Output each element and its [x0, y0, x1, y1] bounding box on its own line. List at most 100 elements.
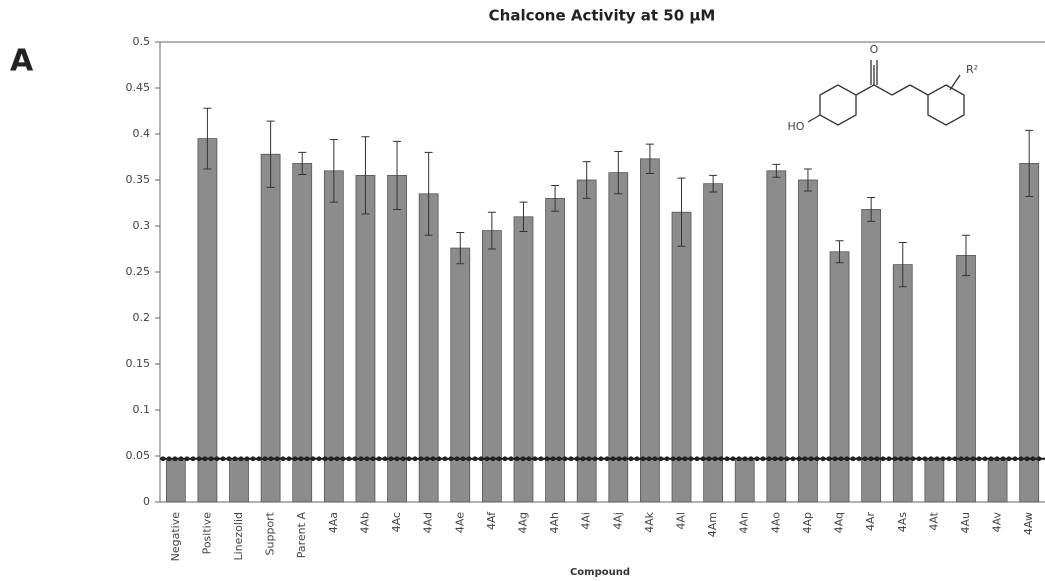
bar: [165, 460, 186, 503]
threshold-dot: [868, 456, 874, 462]
threshold-dot: [196, 456, 202, 462]
threshold-dot: [940, 456, 946, 462]
threshold-dot: [928, 456, 934, 462]
y-tick-label: 0: [143, 495, 150, 508]
error-bar: [961, 234, 970, 277]
threshold-dot: [274, 456, 280, 462]
threshold-dot: [1000, 456, 1006, 462]
error-bar: [393, 140, 402, 210]
threshold-dot: [778, 456, 784, 462]
threshold-dot: [268, 456, 274, 462]
error-bar: [677, 177, 686, 247]
x-tick-label: 4Ah: [548, 512, 561, 534]
threshold-dot: [718, 456, 724, 462]
threshold-dot: [790, 456, 796, 462]
threshold-dot: [358, 456, 364, 462]
panel-label: A: [10, 44, 34, 79]
error-bar: [519, 201, 528, 233]
structure: [807, 60, 965, 126]
threshold-dot: [352, 456, 358, 462]
threshold-dot: [304, 456, 310, 462]
threshold-dot: [346, 456, 352, 462]
y-tick-label: 0.3: [133, 219, 151, 232]
bar: [418, 193, 439, 503]
threshold-dot: [724, 456, 730, 462]
threshold-dot: [838, 456, 844, 462]
threshold-dot: [934, 456, 940, 462]
y-tick-label: 0.45: [126, 81, 151, 94]
threshold-dot: [592, 456, 598, 462]
threshold-dot: [502, 456, 508, 462]
threshold-dot: [508, 456, 514, 462]
x-tick-label: 4Am: [706, 512, 719, 537]
bar: [545, 197, 565, 503]
threshold-dot: [520, 456, 526, 462]
error-bar: [614, 150, 623, 195]
x-tick-label: 4At: [927, 511, 940, 530]
threshold-dot: [694, 456, 700, 462]
x-tick-label: 4Av: [991, 512, 1004, 533]
threshold-dot: [586, 456, 592, 462]
bar: [734, 460, 755, 503]
threshold-dot: [958, 456, 964, 462]
x-tick-label: 4Ag: [516, 512, 529, 534]
threshold-dot: [616, 456, 622, 462]
threshold-dot: [460, 456, 466, 462]
threshold-dot: [748, 456, 754, 462]
threshold-dot: [874, 456, 880, 462]
threshold-dot: [244, 456, 250, 462]
threshold-dot: [760, 456, 766, 462]
bar: [1019, 163, 1040, 503]
threshold-dot: [166, 456, 172, 462]
bar: [481, 230, 502, 503]
threshold-dot: [430, 456, 436, 462]
threshold-dot: [538, 456, 544, 462]
threshold-dot: [658, 456, 664, 462]
x-tick-label: 4Ao: [769, 512, 782, 533]
threshold-dot: [862, 456, 868, 462]
threshold-dot: [214, 456, 220, 462]
threshold-dot: [310, 456, 316, 462]
bar: [892, 264, 913, 503]
y-tick-label: 0.15: [126, 357, 151, 370]
x-tick-label: 4Ar: [864, 512, 877, 532]
threshold-dot: [766, 456, 772, 462]
threshold-dot: [640, 456, 646, 462]
threshold-dot: [1024, 456, 1030, 462]
error-bar: [361, 136, 370, 215]
bar: [608, 172, 629, 503]
threshold-dot: [424, 456, 430, 462]
threshold-dot: [448, 456, 454, 462]
threshold-dot: [712, 456, 718, 462]
x-axis-label: Compound: [570, 567, 630, 578]
bar: [924, 460, 945, 503]
bar: [703, 183, 724, 503]
x-tick-label: Linezolid: [232, 512, 245, 561]
bar: [576, 179, 597, 503]
bar: [829, 251, 850, 503]
threshold-dot: [550, 456, 556, 462]
error-bar: [803, 168, 812, 192]
threshold-dot: [622, 456, 628, 462]
x-tick-label: 4An: [738, 512, 751, 534]
threshold-dot: [706, 456, 712, 462]
threshold-dot: [886, 456, 892, 462]
threshold-dot: [226, 456, 232, 462]
threshold-dot: [646, 456, 652, 462]
structure-label: HO: [788, 120, 805, 133]
threshold-dot: [994, 456, 1000, 462]
x-tick-label: 4As: [896, 512, 909, 533]
threshold-dot: [484, 456, 490, 462]
bar: [355, 174, 376, 503]
threshold-dot: [892, 456, 898, 462]
x-tick-label: 4Ad: [422, 512, 435, 533]
threshold-dot: [418, 456, 424, 462]
threshold-dot: [322, 456, 328, 462]
threshold-dot: [802, 456, 808, 462]
threshold-dot: [814, 456, 820, 462]
threshold-dot: [364, 456, 370, 462]
threshold-dot: [544, 456, 550, 462]
x-tick-label: Positive: [200, 512, 213, 555]
bar: [323, 170, 344, 503]
bar: [956, 255, 976, 503]
